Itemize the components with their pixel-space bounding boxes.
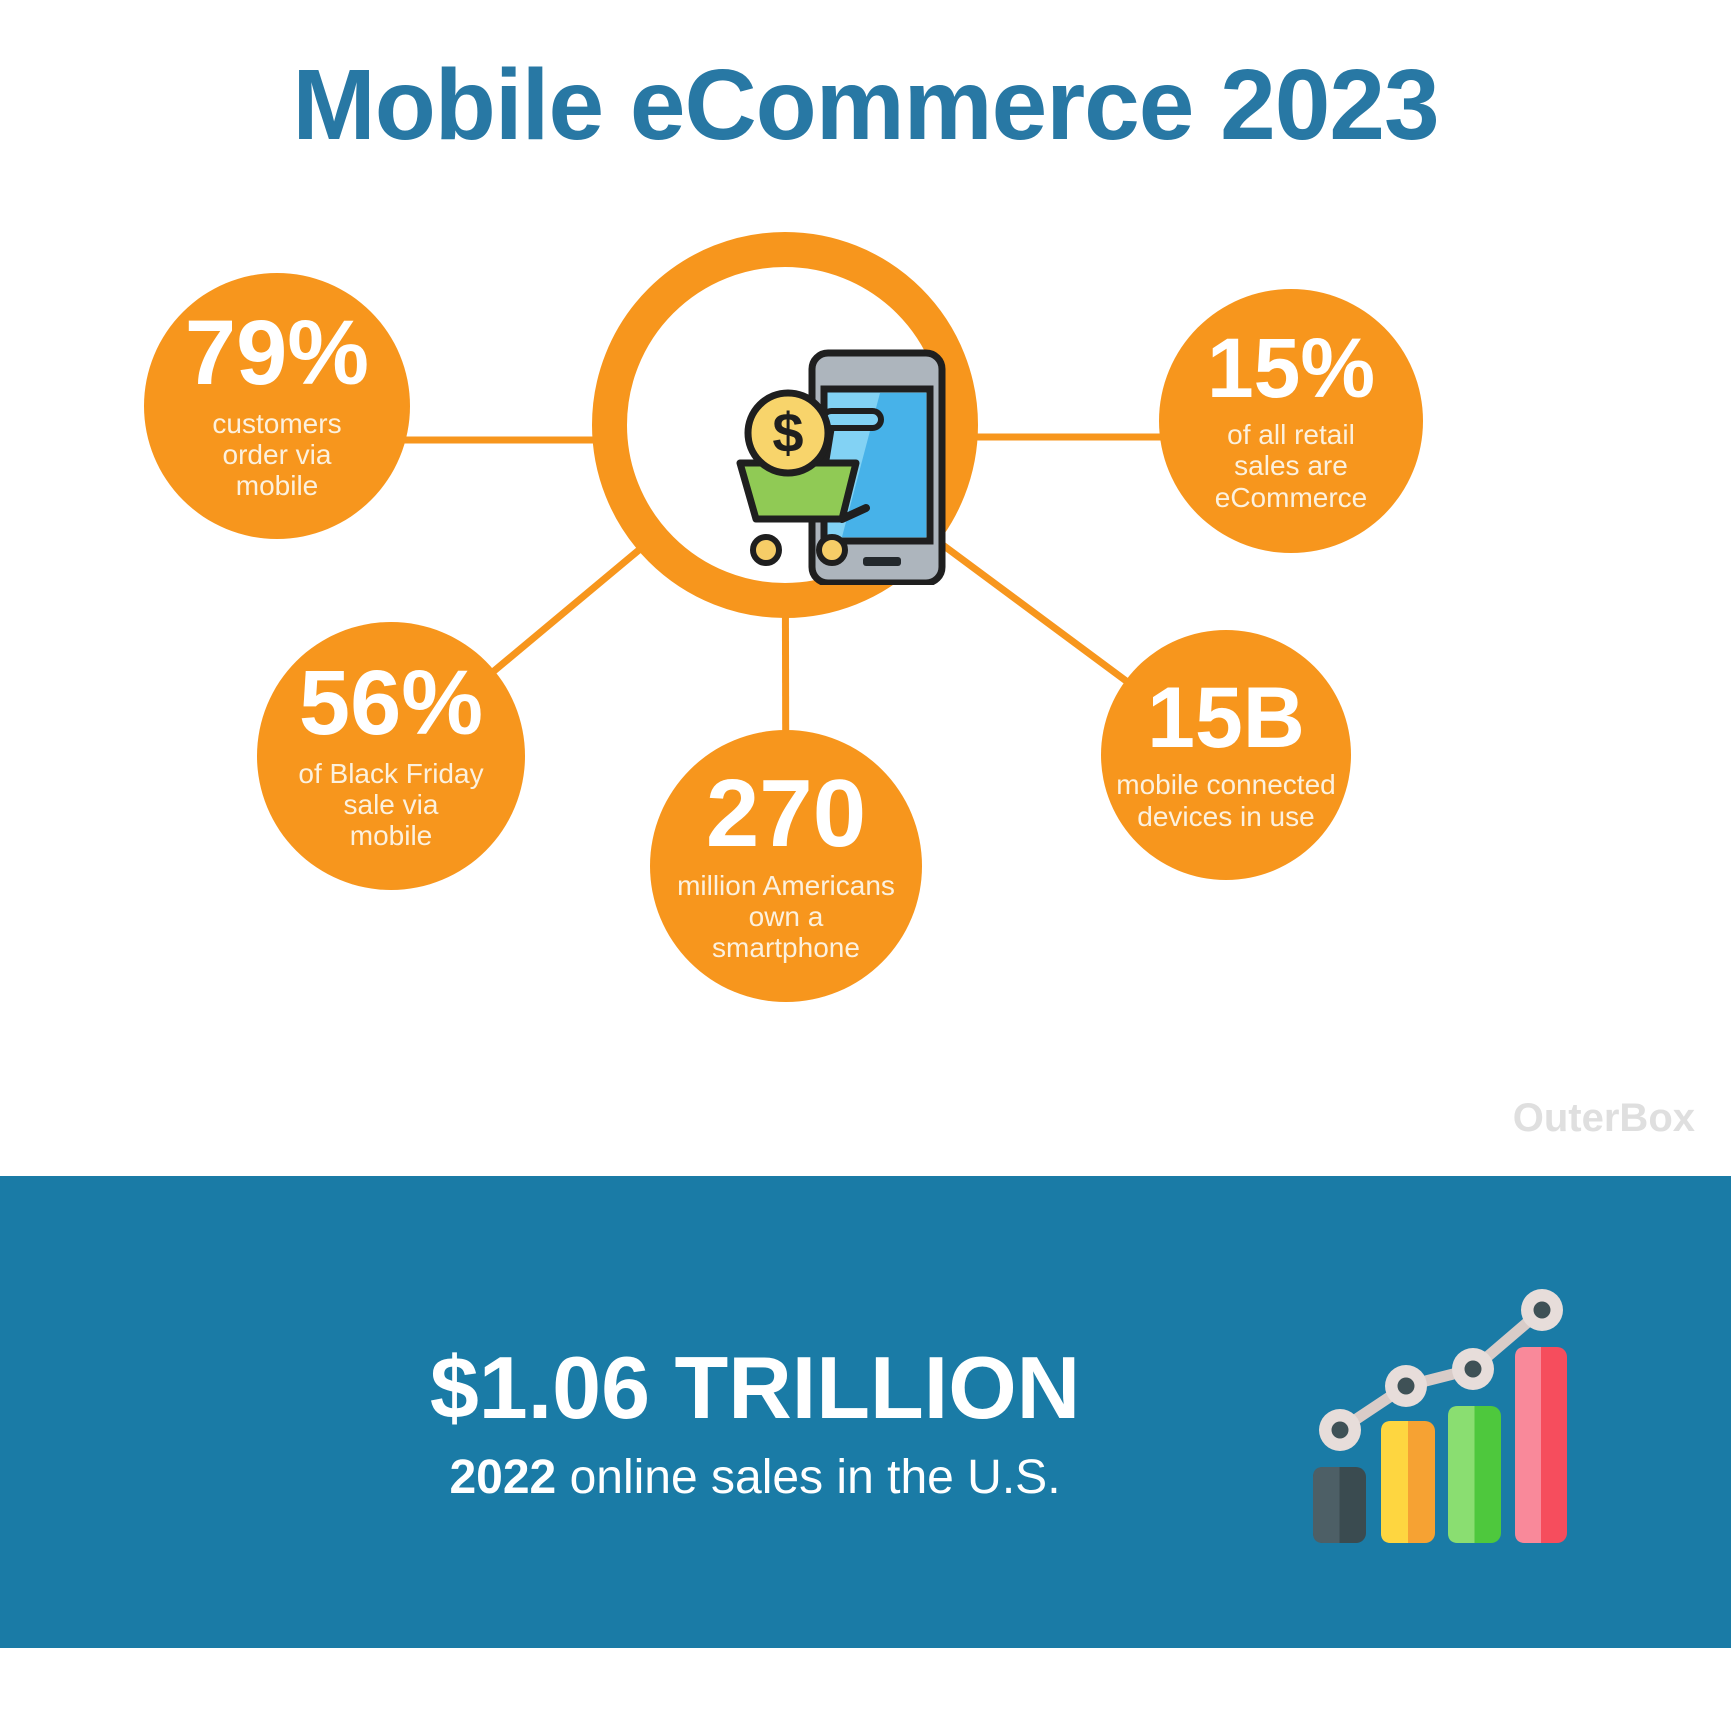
stat-label: customers order via mobile	[212, 407, 342, 502]
stat-circle-black-friday: 56% of Black Friday sale via mobile	[257, 622, 525, 890]
stat-value: 56%	[298, 652, 484, 755]
stat-value: 79%	[184, 302, 370, 405]
dollar-sign-glyph: $	[772, 401, 803, 464]
stat-circle-connected-devices: 15B mobile connected devices in use	[1101, 630, 1351, 880]
watermark-logo: OuterBox	[1512, 1096, 1695, 1140]
stat-value: 15%	[1206, 321, 1376, 416]
banner-subline: 2022 online sales in the U.S.	[155, 1454, 1355, 1502]
banner-year: 2022	[449, 1451, 557, 1504]
stat-value: 270	[705, 760, 867, 868]
growth-bar-chart-icon	[1313, 1289, 1567, 1543]
page-title: Mobile eCommerce 2023	[292, 49, 1439, 161]
bottom-banner: $1.06 TRILLION 2022 online sales in the …	[0, 1176, 1731, 1648]
stat-label: million Americans own a smartphone	[677, 869, 895, 964]
stat-label: of Black Friday sale via mobile	[298, 757, 484, 852]
banner-subline-rest: online sales in the U.S.	[556, 1451, 1061, 1504]
stat-value: 15B	[1147, 669, 1305, 766]
bars	[1313, 1347, 1567, 1543]
trend-nodes	[1319, 1289, 1563, 1451]
banner-text: $1.06 TRILLION 2022 online sales in the …	[155, 1344, 1355, 1502]
mobile-shopping-cart-icon: $	[736, 349, 946, 585]
stat-label: of all retail sales are eCommerce	[1214, 418, 1368, 513]
stat-circle-retail-ecommerce: 15% of all retail sales are eCommerce	[1159, 289, 1423, 553]
stat-label: mobile connected devices in use	[1116, 769, 1336, 832]
stat-circle-smartphone-owners: 270 million Americans own a smartphone	[650, 730, 922, 1002]
banner-headline: $1.06 TRILLION	[429, 1338, 1081, 1437]
stat-circle-mobile-orders: 79% customers order via mobile	[144, 273, 410, 539]
